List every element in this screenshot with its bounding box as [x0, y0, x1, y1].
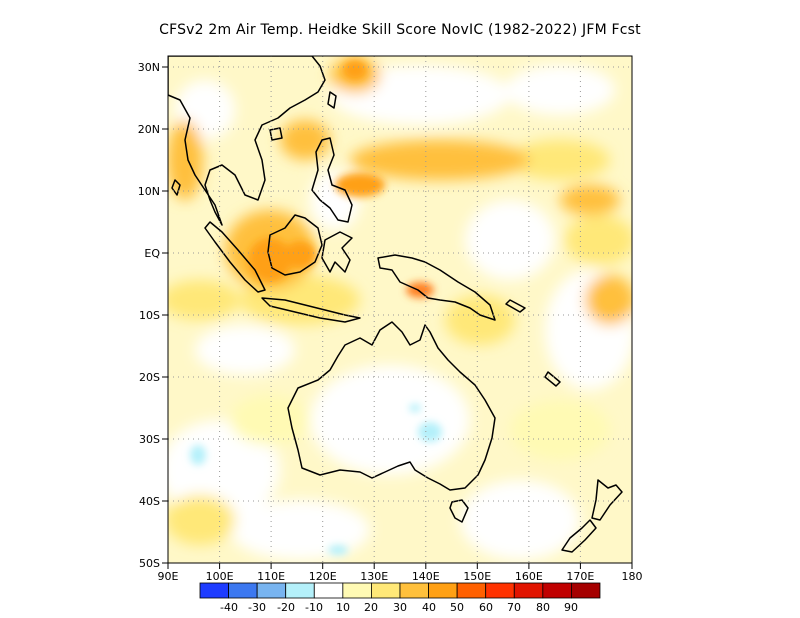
lat-label: 30N [138, 61, 160, 74]
colorbar-swatch [371, 582, 401, 599]
lon-label: 100E [206, 570, 234, 583]
colorbar-swatch [199, 582, 229, 599]
map-title: CFSv2 2m Air Temp. Heidke Skill Score No… [159, 22, 641, 38]
colorbar-swatch [313, 582, 344, 599]
lon-label: 170E [566, 570, 594, 583]
colorbar-label: 30 [393, 601, 407, 614]
lat-label: 40S [139, 495, 160, 508]
lat-label: 10S [139, 309, 160, 322]
shaded-field [168, 56, 632, 563]
colorbar-swatch [571, 582, 601, 599]
plot-frame [167, 55, 633, 564]
colorbar-label: -40 [220, 601, 238, 614]
colorbar-label: 60 [479, 601, 493, 614]
colorbar-label: 40 [422, 601, 436, 614]
lon-label: 150E [463, 570, 491, 583]
lat-label: 10N [138, 185, 160, 198]
colorbar-swatch [456, 582, 487, 599]
colorbar-swatch [285, 582, 315, 599]
colorbar-swatch [256, 582, 287, 599]
colorbar-label: 50 [450, 601, 464, 614]
colorbar-swatch [513, 582, 544, 599]
lat-label: 20N [138, 123, 160, 136]
lon-label: 120E [309, 570, 337, 583]
colorbar-swatch [228, 582, 258, 599]
latitude-labels: 30N 20N 10N EQ 10S 20S 30S 40S 50S [138, 61, 161, 570]
colorbar-label: 90 [564, 601, 578, 614]
colorbar-swatch [542, 582, 572, 599]
lat-label: EQ [144, 247, 160, 260]
colorbar-swatch [399, 582, 429, 599]
longitude-labels: 90E 100E 110E 120E 130E 140E 150E 160E 1… [158, 570, 643, 583]
colorbar-swatch [485, 582, 515, 599]
lon-label: 140E [412, 570, 440, 583]
colorbar [199, 582, 601, 599]
colorbar-labels: -40 -30 -20 -10 10 20 30 40 50 60 70 80 … [220, 601, 578, 614]
lon-label: 90E [158, 570, 179, 583]
lat-label: 30S [139, 433, 160, 446]
colorbar-swatch [342, 582, 372, 599]
colorbar-label: -10 [305, 601, 323, 614]
colorbar-label: 10 [336, 601, 350, 614]
lat-label: 50S [139, 557, 160, 570]
lon-label: 180 [622, 570, 643, 583]
colorbar-label: -20 [277, 601, 295, 614]
coastlines [168, 56, 623, 553]
lon-label: 110E [257, 570, 285, 583]
lat-label: 20S [139, 371, 160, 384]
lon-label: 160E [515, 570, 543, 583]
colorbar-swatch [428, 582, 458, 599]
lon-label: 130E [360, 570, 388, 583]
tick-marks [162, 66, 633, 569]
colorbar-label: 70 [507, 601, 521, 614]
colorbar-label: 80 [536, 601, 550, 614]
colorbar-label: -30 [248, 601, 266, 614]
colorbar-label: 20 [364, 601, 378, 614]
